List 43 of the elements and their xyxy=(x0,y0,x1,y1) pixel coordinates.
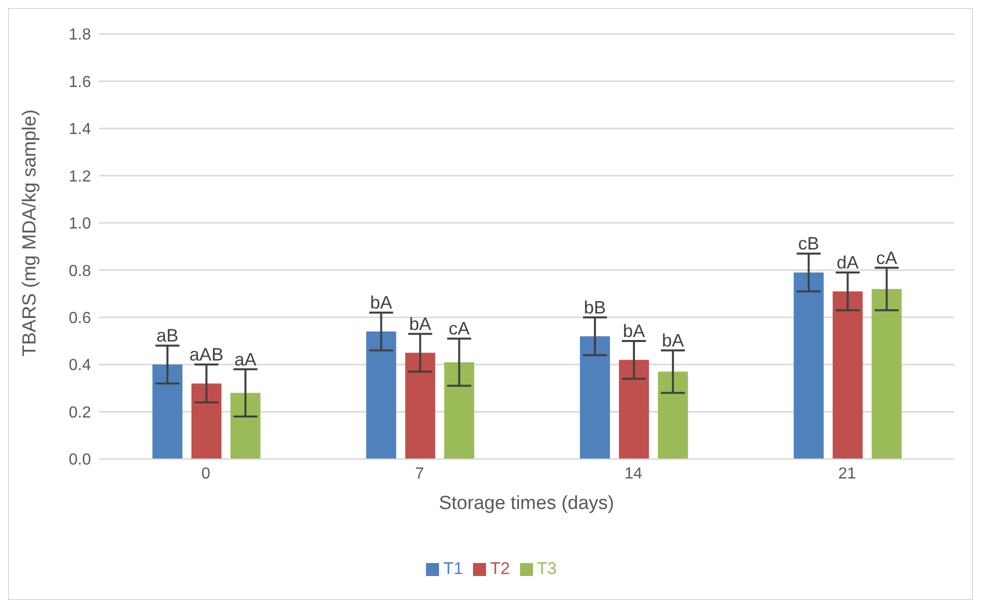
bar xyxy=(230,392,260,459)
y-tick-label: 0.6 xyxy=(68,310,92,328)
y-tick-label: 0.2 xyxy=(68,404,92,422)
data-label: cA xyxy=(448,318,470,339)
legend-label: T1 xyxy=(443,559,464,578)
y-tick-label: 1.4 xyxy=(68,121,92,138)
y-tick-label: 1.2 xyxy=(68,168,92,186)
data-label: aB xyxy=(156,326,178,346)
bar xyxy=(191,383,222,459)
y-tick-label: 1.6 xyxy=(68,74,92,91)
y-tick-label: 0.0 xyxy=(68,452,92,469)
data-label: bA xyxy=(370,292,392,313)
bar xyxy=(366,332,396,459)
y-tick-label: 1.8 xyxy=(68,26,92,44)
data-label: dA xyxy=(836,252,859,272)
legend-label: T3 xyxy=(536,559,557,578)
data-label: cB xyxy=(798,234,820,254)
x-tick-label: 14 xyxy=(624,465,642,482)
legend-label: T2 xyxy=(490,559,510,578)
bar xyxy=(794,272,824,459)
y-tick-label: 0.8 xyxy=(68,262,92,280)
y-tick-label: 0.4 xyxy=(68,357,92,374)
bar xyxy=(152,364,182,459)
data-label: bA xyxy=(662,330,684,350)
bar xyxy=(872,289,902,459)
data-label: cA xyxy=(876,248,898,268)
x-axis-title: Storage times (days) xyxy=(438,493,614,514)
x-tick-label: 7 xyxy=(415,465,424,482)
bar xyxy=(832,291,863,459)
bar xyxy=(580,336,610,459)
bar xyxy=(444,362,474,459)
bar xyxy=(405,352,436,459)
y-axis-title: TBARS (mg MDA/kg sample) xyxy=(20,109,41,356)
data-label: aA xyxy=(234,349,256,370)
bar xyxy=(618,360,649,459)
data-label: bB xyxy=(584,297,606,318)
data-label: aAB xyxy=(189,344,224,365)
data-label: bA xyxy=(622,320,645,341)
y-tick-label: 1.0 xyxy=(68,216,92,233)
x-tick-label: 21 xyxy=(838,465,856,482)
x-tick-label: 0 xyxy=(201,465,210,482)
data-label: bA xyxy=(409,314,432,334)
bar xyxy=(658,372,688,459)
